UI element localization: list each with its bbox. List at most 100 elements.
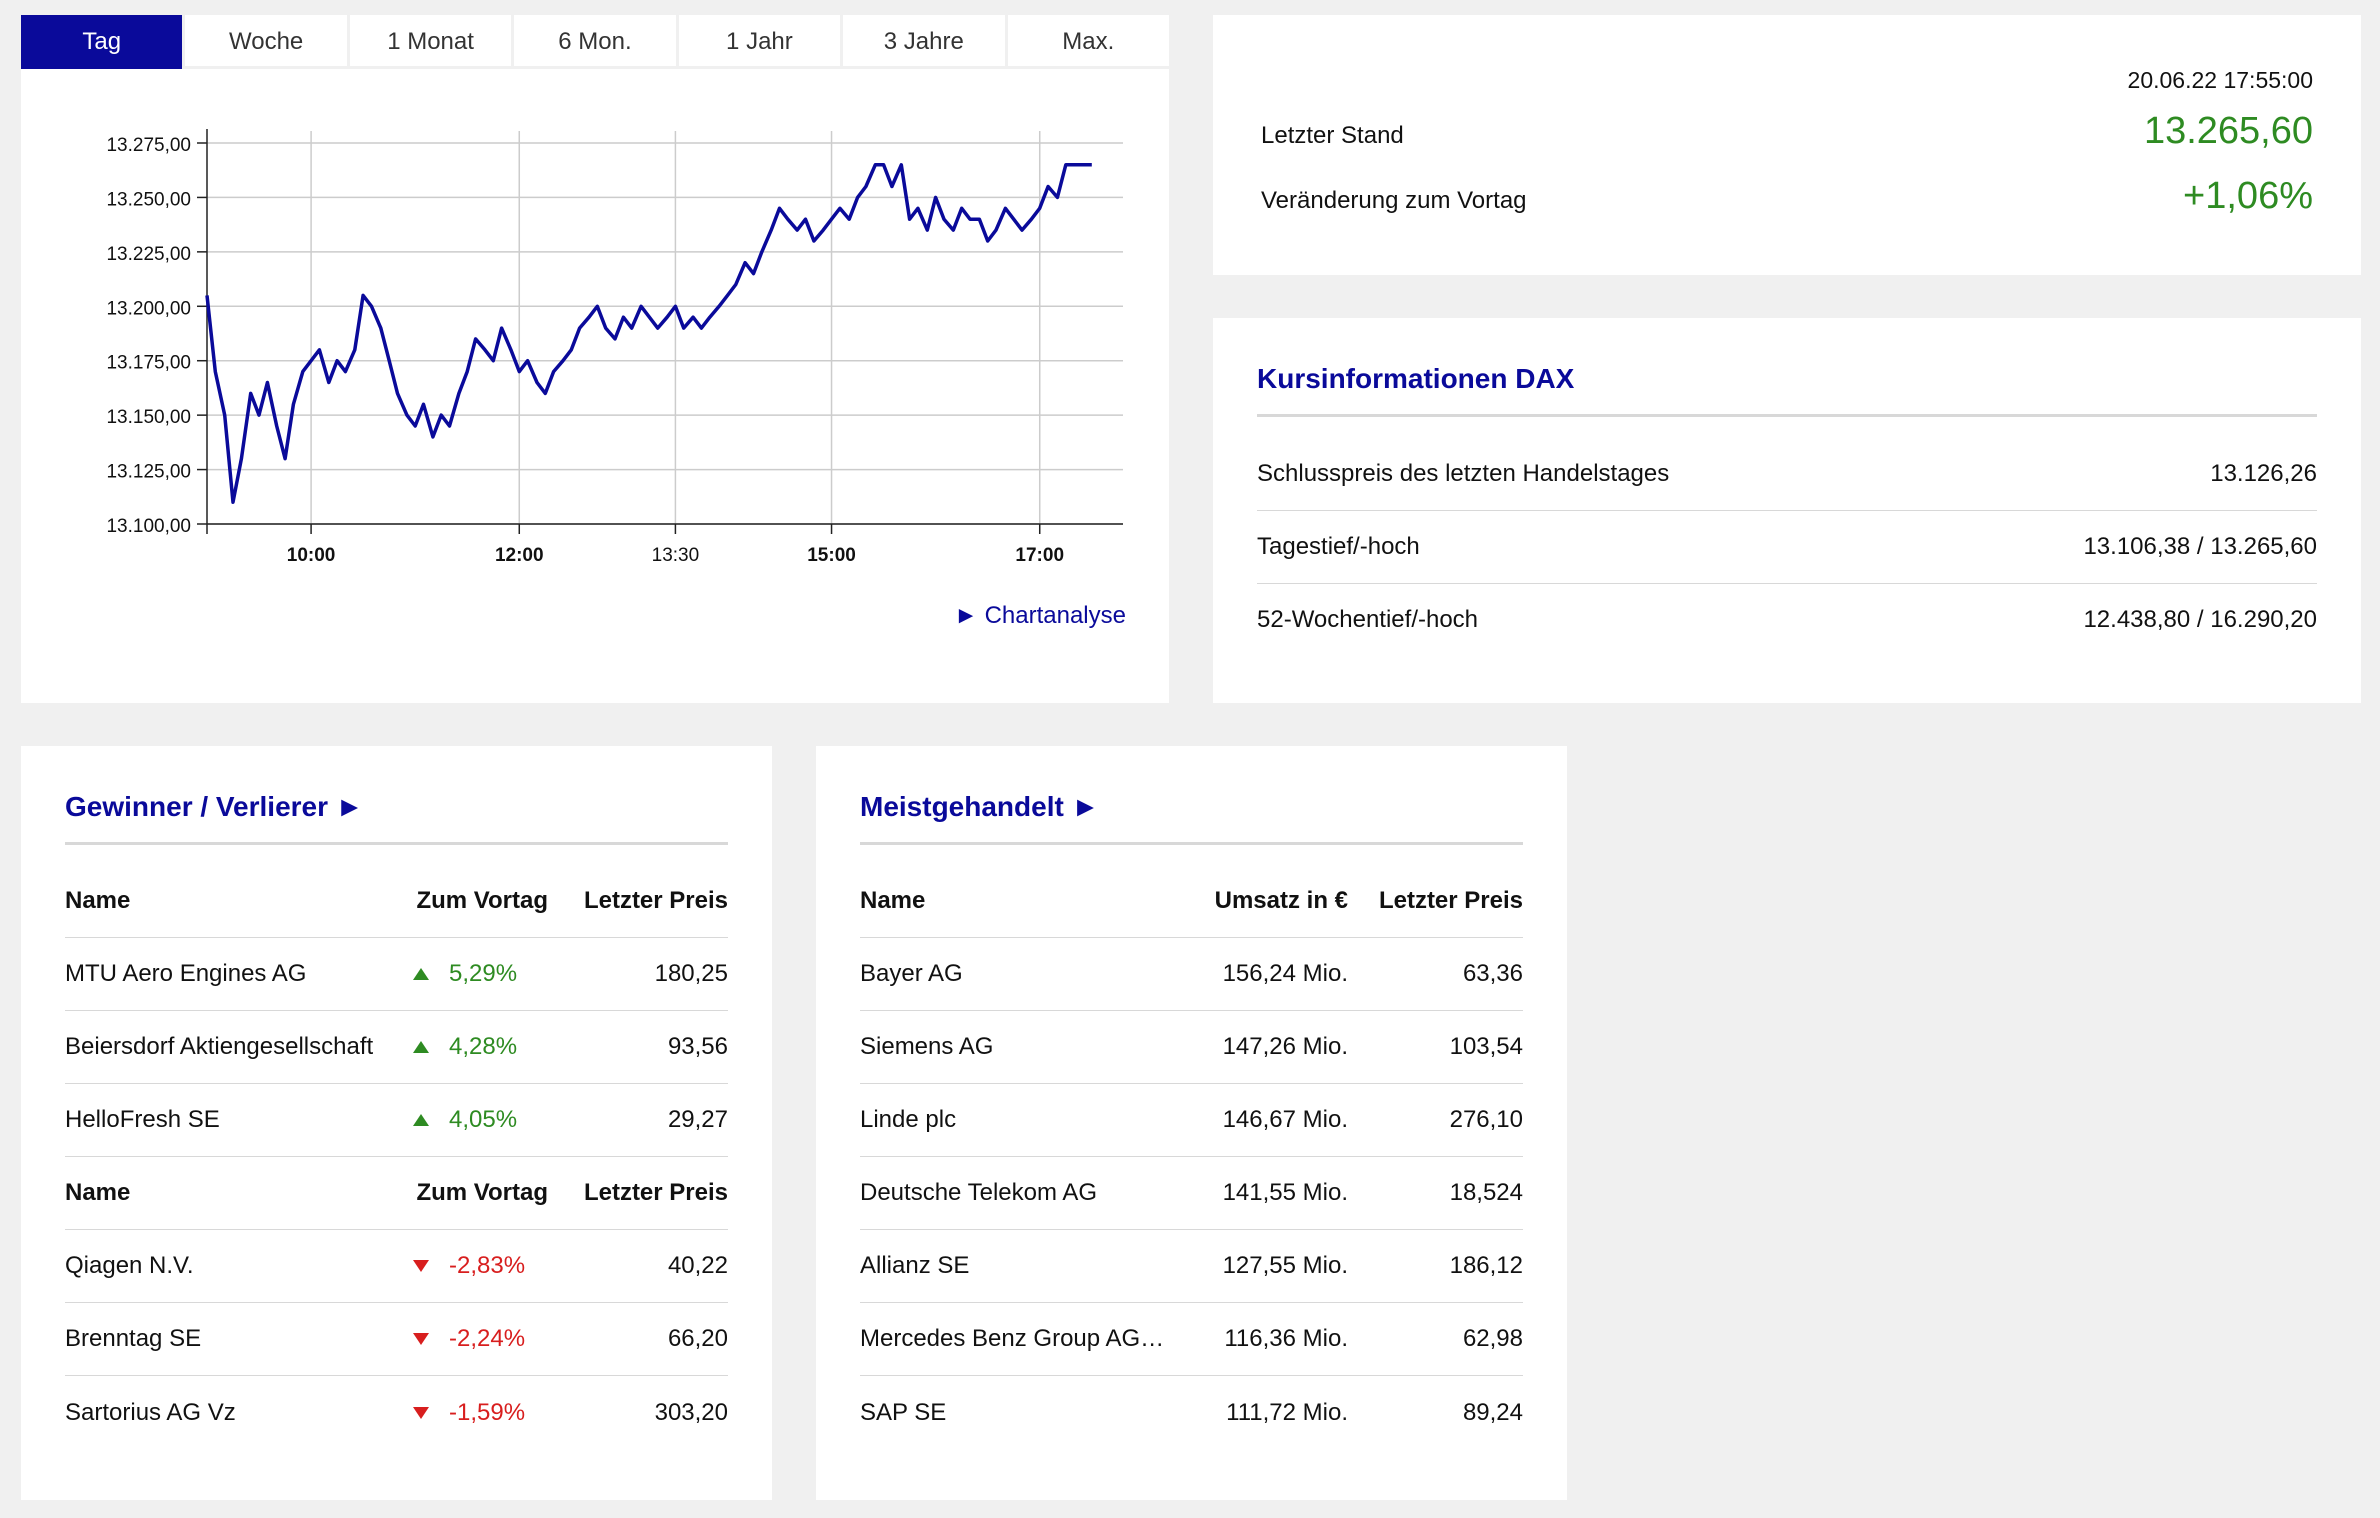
kurs-row: Schlusspreis des letzten Handelstages 13… (1257, 438, 2317, 511)
kursinformationen-card: Kursinformationen DAX Schlusspreis des l… (1213, 318, 2361, 703)
stock-name[interactable]: Siemens AG (860, 1033, 994, 1060)
kurs-title: Kursinformationen DAX (1257, 363, 1575, 394)
table-row[interactable]: Beiersdorf Aktiengesellschaft 4,28% 93,5… (65, 1011, 728, 1084)
stock-price: 303,20 (654, 1398, 728, 1426)
stock-name[interactable]: Linde plc (860, 1106, 957, 1133)
header-name: Name (65, 887, 131, 914)
x-tick-label: 13:30 (652, 545, 700, 566)
arrow-down-icon (413, 1260, 429, 1272)
stock-price: 29,27 (667, 1106, 728, 1133)
y-tick-label: 13.200,00 (106, 298, 191, 319)
y-tick-label: 13.275,00 (106, 135, 191, 156)
kurs-row-value: 12.438,80 / 16.290,20 (2083, 606, 2317, 633)
stock-change: -2,24% (449, 1325, 526, 1352)
kurs-row-value: 13.126,26 (2210, 460, 2317, 487)
meistgehandelt-card: Meistgehandelt ► Name Umsatz in € Letzte… (816, 746, 1567, 1500)
header-name: Name (860, 887, 926, 914)
stock-name[interactable]: Qiagen N.V. (65, 1252, 194, 1279)
meistgehandelt-title[interactable]: Meistgehandelt ► (860, 791, 1100, 822)
stock-name[interactable]: Mercedes Benz Group AG… (860, 1325, 1165, 1352)
arrow-up-icon (413, 1114, 429, 1126)
tab-max[interactable]: Max. (1004, 15, 1169, 69)
table-row[interactable]: Siemens AG 147,26 Mio. 103,54 (860, 1011, 1523, 1084)
stock-price: 40,22 (667, 1252, 728, 1279)
y-tick-label: 13.225,00 (106, 244, 191, 265)
stock-name[interactable]: Bayer AG (860, 960, 963, 987)
table-header: Name Umsatz in € Letzter Preis (860, 865, 1523, 938)
tab-1-jahr[interactable]: 1 Jahr (675, 15, 841, 69)
header-name: Name (65, 1179, 131, 1206)
tab-6-mon[interactable]: 6 Mon. (511, 15, 676, 69)
stock-change: 4,28% (449, 1033, 518, 1060)
table-row[interactable]: SAP SE 111,72 Mio. 89,24 (860, 1376, 1523, 1449)
kurs-row-value: 13.106,38 / 13.265,60 (2083, 533, 2317, 560)
table-row[interactable]: Deutsche Telekom AG 141,55 Mio. 18,524 (860, 1157, 1523, 1230)
kurs-row-label: 52-Wochentief/-hoch (1257, 606, 1479, 633)
stock-change: -1,59% (449, 1398, 526, 1426)
header-turnover: Umsatz in € (1214, 887, 1348, 914)
y-tick-label: 13.125,00 (106, 462, 191, 483)
stock-turnover: 146,67 Mio. (1222, 1106, 1348, 1133)
gewinner-verlierer-title[interactable]: Gewinner / Verlierer ► (65, 791, 364, 822)
chart-card: Tag Woche 1 Monat 6 Mon. 1 Jahr 3 Jahre … (21, 15, 1169, 703)
stock-name[interactable]: SAP SE (860, 1398, 947, 1426)
kurs-row: 52-Wochentief/-hoch 12.438,80 / 16.290,2… (1257, 584, 2317, 656)
tab-1-monat[interactable]: 1 Monat (346, 15, 512, 69)
stock-change: 4,05% (449, 1106, 518, 1133)
arrow-down-icon (413, 1333, 429, 1345)
stock-turnover: 141,55 Mio. (1222, 1179, 1348, 1206)
last-price-label: Letzter Stand (1261, 122, 1404, 149)
stock-price: 66,20 (667, 1325, 728, 1352)
chartanalyse-link[interactable]: ► Chartanalyse (954, 602, 1126, 629)
stock-change: 5,29% (449, 960, 518, 987)
stock-name[interactable]: MTU Aero Engines AG (65, 960, 307, 987)
y-tick-label: 13.175,00 (106, 353, 191, 374)
stock-price: 103,54 (1449, 1033, 1523, 1060)
quote-card: 20.06.22 17:55:00 Letzter Stand 13.265,6… (1213, 15, 2361, 275)
arrow-down-icon (413, 1406, 429, 1419)
stock-name[interactable]: Allianz SE (860, 1252, 970, 1279)
arrow-up-icon (413, 968, 429, 980)
table-header: Name Zum Vortag Letzter Preis (65, 865, 728, 938)
stock-turnover: 127,55 Mio. (1222, 1252, 1348, 1279)
stock-name[interactable]: Brenntag SE (65, 1325, 202, 1352)
table-row[interactable]: Qiagen N.V. -2,83% 40,22 (65, 1230, 728, 1303)
stock-turnover: 156,24 Mio. (1222, 960, 1348, 987)
y-tick-label: 13.250,00 (106, 189, 191, 210)
table-row[interactable]: Sartorius AG Vz -1,59% 303,20 (65, 1376, 728, 1449)
table-row[interactable]: HelloFresh SE 4,05% 29,27 (65, 1084, 728, 1157)
stock-name[interactable]: Deutsche Telekom AG (860, 1179, 1098, 1206)
last-price-row: Letzter Stand 13.265,60 (1261, 110, 2313, 153)
title-divider (860, 842, 1523, 845)
price-line (205, 163, 1092, 504)
meistgehandelt-table: Name Umsatz in € Letzter Preis Bayer AG … (860, 865, 1523, 1449)
table-row[interactable]: Linde plc 146,67 Mio. 276,10 (860, 1084, 1523, 1157)
header-price: Letzter Preis (583, 1179, 728, 1206)
table-row[interactable]: MTU Aero Engines AG 5,29% 180,25 (65, 938, 728, 1011)
tab-3-jahre[interactable]: 3 Jahre (840, 15, 1005, 69)
stock-name[interactable]: HelloFresh SE (65, 1106, 220, 1133)
stock-name[interactable]: Beiersdorf Aktiengesellschaft (65, 1033, 374, 1060)
table-row[interactable]: Allianz SE 127,55 Mio. 186,12 (860, 1230, 1523, 1303)
kurs-row: Tagestief/-hoch 13.106,38 / 13.265,60 (1257, 511, 2317, 584)
stock-price: 63,36 (1462, 960, 1523, 987)
stock-price: 89,24 (1462, 1398, 1523, 1426)
header-price: Letzter Preis (583, 887, 728, 914)
stock-turnover: 116,36 Mio. (1224, 1325, 1348, 1352)
period-tabs: Tag Woche 1 Monat 6 Mon. 1 Jahr 3 Jahre … (21, 15, 1169, 69)
stock-name[interactable]: Sartorius AG Vz (65, 1398, 236, 1426)
stock-price: 62,98 (1462, 1325, 1523, 1352)
gewinner-verlierer-table: Name Zum Vortag Letzter Preis MTU Aero E… (65, 865, 728, 1449)
tab-tag[interactable]: Tag (21, 15, 183, 69)
table-row[interactable]: Brenntag SE -2,24% 66,20 (65, 1303, 728, 1376)
kurs-row-label: Tagestief/-hoch (1257, 533, 1420, 560)
table-row[interactable]: Bayer AG 156,24 Mio. 63,36 (860, 938, 1523, 1011)
stock-price: 186,12 (1449, 1252, 1523, 1279)
change-label: Veränderung zum Vortag (1261, 187, 1527, 214)
table-header: Name Zum Vortag Letzter Preis (65, 1157, 728, 1230)
last-price-value: 13.265,60 (2143, 110, 2313, 152)
tab-woche[interactable]: Woche (182, 15, 347, 69)
quote-timestamp: 20.06.22 17:55:00 (2127, 67, 2313, 93)
y-tick-label: 13.100,00 (106, 516, 191, 537)
table-row[interactable]: Mercedes Benz Group AG… 116,36 Mio. 62,9… (860, 1303, 1523, 1376)
